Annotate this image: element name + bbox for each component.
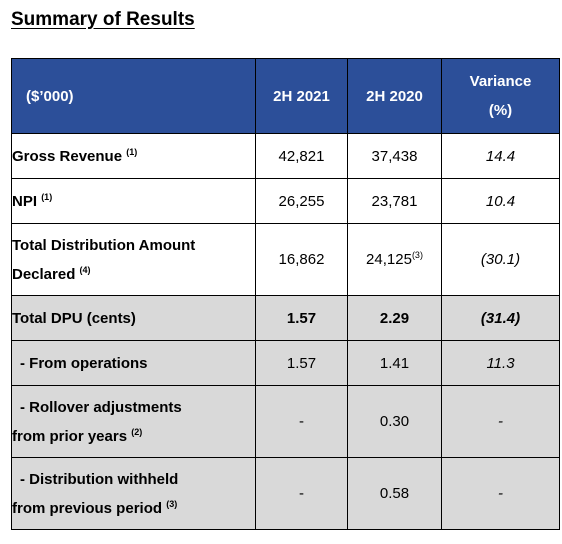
row-label: - Rollover adjustments from prior years (… bbox=[11, 385, 256, 458]
value-2h-2021: - bbox=[255, 385, 348, 458]
table-row-total-distribution: Total Distribution Amount Declared (4) 16… bbox=[11, 223, 560, 296]
value-variance: 11.3 bbox=[441, 340, 560, 386]
value-variance: 10.4 bbox=[441, 178, 560, 224]
row-label-line2: from prior years bbox=[12, 427, 128, 445]
row-label-text: - From operations bbox=[20, 354, 148, 372]
header-2h-2021: 2H 2021 bbox=[255, 58, 348, 134]
row-label-line1: - Rollover adjustments bbox=[20, 398, 182, 416]
header-units: ($’000) bbox=[11, 58, 256, 134]
header-variance-label: Variance bbox=[469, 73, 532, 90]
value-2h-2021: 26,255 bbox=[255, 178, 348, 224]
row-label: Total DPU (cents) bbox=[11, 295, 256, 341]
value-variance: - bbox=[441, 457, 560, 530]
footnote-ref: (3) bbox=[411, 250, 423, 260]
table-row-from-operations: - From operations 1.57 1.41 11.3 bbox=[11, 340, 560, 386]
value-variance: 14.4 bbox=[441, 133, 560, 179]
row-label-line1: - Distribution withheld bbox=[20, 470, 179, 488]
value-2h-2020: 37,438 bbox=[347, 133, 442, 179]
page-title: Summary of Results bbox=[11, 9, 195, 30]
value-variance: (31.4) bbox=[441, 295, 560, 341]
row-label: - Distribution withheld from previous per… bbox=[11, 457, 256, 530]
value-2h-2021: 1.57 bbox=[255, 340, 348, 386]
value-2h-2020-text: 24,125 bbox=[366, 251, 412, 268]
value-2h-2020: 0.30 bbox=[347, 385, 442, 458]
table-row-rollover-adjustments: - Rollover adjustments from prior years (… bbox=[11, 385, 560, 458]
table-header-row: ($’000) 2H 2021 2H 2020 Variance (%) bbox=[11, 58, 560, 134]
value-2h-2020: 2.29 bbox=[347, 295, 442, 341]
table-row-gross-revenue: Gross Revenue (1) 42,821 37,438 14.4 bbox=[11, 133, 560, 179]
value-2h-2020: 24,125(3) bbox=[347, 223, 442, 296]
row-label: Total Distribution Amount Declared (4) bbox=[11, 223, 256, 296]
value-2h-2020: 1.41 bbox=[347, 340, 442, 386]
table-row-total-dpu: Total DPU (cents) 1.57 2.29 (31.4) bbox=[11, 295, 560, 341]
value-2h-2021: 42,821 bbox=[255, 133, 348, 179]
footnote-ref: (3) bbox=[166, 498, 178, 509]
row-label-text: Gross Revenue bbox=[12, 147, 123, 165]
table-row-distribution-withheld: - Distribution withheld from previous per… bbox=[11, 457, 560, 530]
footnote-ref: (2) bbox=[131, 426, 143, 437]
header-2h-2020: 2H 2020 bbox=[347, 58, 442, 134]
footnote-ref: (4) bbox=[79, 264, 91, 275]
row-label-line1: Total Distribution Amount bbox=[12, 236, 196, 254]
value-variance: - bbox=[441, 385, 560, 458]
table-row-npi: NPI (1) 26,255 23,781 10.4 bbox=[11, 178, 560, 224]
footnote-ref: (1) bbox=[126, 146, 138, 157]
row-label: - From operations bbox=[11, 340, 256, 386]
row-label-line2: Declared bbox=[12, 265, 76, 283]
row-label: NPI (1) bbox=[11, 178, 256, 224]
value-2h-2021: 16,862 bbox=[255, 223, 348, 296]
value-2h-2020: 23,781 bbox=[347, 178, 442, 224]
value-variance: (30.1) bbox=[441, 223, 560, 296]
footnote-ref: (1) bbox=[41, 191, 53, 202]
row-label-line2: from previous period bbox=[12, 499, 163, 517]
row-label: Gross Revenue (1) bbox=[11, 133, 256, 179]
row-label-text: NPI bbox=[12, 192, 38, 210]
header-variance-unit: (%) bbox=[488, 102, 513, 119]
value-2h-2020: 0.58 bbox=[347, 457, 442, 530]
value-2h-2021: 1.57 bbox=[255, 295, 348, 341]
header-variance: Variance (%) bbox=[441, 58, 560, 134]
summary-table: ($’000) 2H 2021 2H 2020 Variance (%) Gro… bbox=[11, 58, 560, 530]
value-2h-2021: - bbox=[255, 457, 348, 530]
